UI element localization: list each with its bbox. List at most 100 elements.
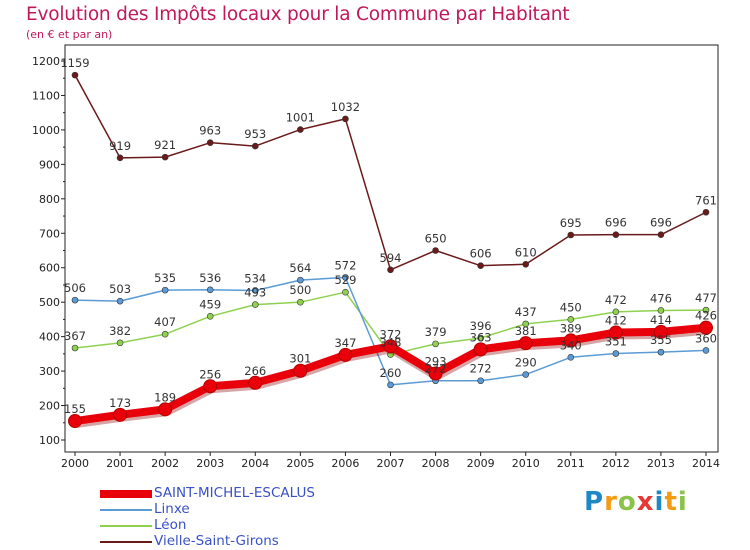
- data-point: [161, 286, 169, 294]
- data-label: 472: [605, 293, 627, 307]
- x-tick-label: 2014: [692, 457, 720, 470]
- x-tick-label: 2005: [286, 457, 314, 470]
- data-point: [612, 308, 620, 316]
- data-point: [383, 339, 398, 354]
- data-label: 426: [695, 309, 717, 323]
- y-tick-label: 1100: [32, 89, 60, 102]
- y-tick-label: 200: [39, 400, 60, 413]
- data-label: 529: [334, 273, 356, 287]
- chart-subtitle: (en € et par an): [26, 28, 113, 41]
- data-point: [161, 153, 169, 161]
- x-tick-label: 2000: [61, 457, 89, 470]
- data-label: 348: [380, 336, 402, 350]
- data-label: 256: [199, 367, 221, 381]
- data-label: 459: [199, 297, 221, 311]
- data-point: [702, 347, 710, 354]
- data-point: [206, 139, 214, 146]
- data-label: 360: [695, 331, 717, 345]
- data-label: 272: [425, 362, 447, 376]
- data-label: 503: [109, 282, 131, 296]
- series-line-3: [74, 74, 707, 271]
- data-point: [657, 307, 665, 314]
- logo-letter: i: [654, 487, 665, 517]
- data-label: 564: [289, 261, 311, 275]
- logo-letter: P: [584, 487, 605, 517]
- data-label: 506: [64, 281, 86, 295]
- x-tick-label: 2006: [331, 457, 359, 470]
- data-point: [206, 313, 214, 320]
- data-point: [522, 260, 530, 268]
- data-point: [71, 71, 79, 79]
- data-point: [657, 348, 665, 356]
- data-point: [297, 126, 304, 133]
- data-label: 355: [650, 333, 672, 347]
- data-point: [702, 306, 710, 314]
- data-label: 301: [289, 352, 311, 366]
- data-label: 396: [470, 319, 492, 333]
- data-point: [342, 115, 349, 123]
- legend-swatch-vielle-saint-girons: [100, 541, 152, 543]
- data-point: [71, 296, 79, 304]
- data-label: 347: [334, 336, 356, 350]
- data-point: [206, 286, 214, 294]
- data-point: [518, 336, 533, 351]
- data-point: [116, 297, 124, 305]
- data-label: 272: [470, 362, 492, 376]
- data-label: 351: [605, 335, 627, 349]
- logo-letter: o: [617, 487, 637, 517]
- data-point: [653, 324, 668, 339]
- chart-axes: 100 200 300 400 500 600 700 800 900 1000 1100 1200 2…: [32, 44, 720, 470]
- data-label: 1001: [286, 111, 315, 125]
- logo-letter: i: [677, 487, 688, 517]
- data-label: 293: [425, 355, 447, 369]
- data-point: [251, 142, 259, 150]
- data-point: [113, 407, 128, 422]
- data-label: 1159: [60, 56, 89, 70]
- data-point: [297, 298, 304, 306]
- x-tick-label: 2004: [241, 457, 269, 470]
- data-label: 493: [244, 286, 266, 300]
- data-point: [161, 330, 169, 338]
- data-label: 477: [695, 291, 717, 305]
- y-tick-label: 1000: [32, 124, 60, 137]
- data-label: 173: [109, 396, 131, 410]
- x-tick-label: 2008: [422, 457, 450, 470]
- data-label: 500: [289, 283, 311, 297]
- data-point: [297, 276, 304, 284]
- data-label: 407: [154, 315, 176, 329]
- data-point: [432, 340, 439, 348]
- data-label: 919: [109, 139, 131, 153]
- legend-label-leon: Léon: [154, 517, 187, 533]
- chart-data-labels: 155 173 189 256 266 301 347 372 293 363 381 389 412 4…: [60, 56, 717, 416]
- data-label: 414: [650, 313, 672, 327]
- data-point: [68, 414, 82, 429]
- data-label: 696: [605, 216, 627, 230]
- data-label: 476: [650, 291, 672, 305]
- data-point: [477, 334, 484, 342]
- x-tick-label: 2003: [196, 457, 224, 470]
- data-point: [657, 231, 665, 238]
- data-label: 379: [425, 325, 447, 339]
- legend-swatch-saint-michel-escalus: [100, 490, 152, 498]
- y-tick-label: 400: [39, 331, 60, 344]
- data-point: [608, 325, 623, 340]
- data-label: 389: [560, 321, 582, 335]
- y-tick-label: 600: [39, 262, 60, 275]
- x-tick-label: 2011: [557, 457, 585, 470]
- legend-label-vielle-saint-girons: Vielle-Saint-Girons: [154, 533, 279, 549]
- data-point: [116, 154, 124, 162]
- data-point: [387, 381, 394, 389]
- x-tick-label: 2009: [467, 457, 495, 470]
- data-label: 437: [515, 305, 537, 319]
- y-tick-label: 1200: [32, 55, 60, 68]
- data-label: 594: [380, 251, 402, 265]
- data-label: 963: [199, 124, 221, 138]
- x-tick-label: 2010: [512, 457, 540, 470]
- data-point: [522, 371, 530, 378]
- x-tick-label: 2002: [151, 457, 179, 470]
- data-point: [477, 377, 484, 385]
- data-point: [251, 301, 259, 308]
- legend-swatch-linxe: [100, 509, 152, 511]
- data-point: [428, 366, 443, 381]
- data-point: [293, 363, 308, 378]
